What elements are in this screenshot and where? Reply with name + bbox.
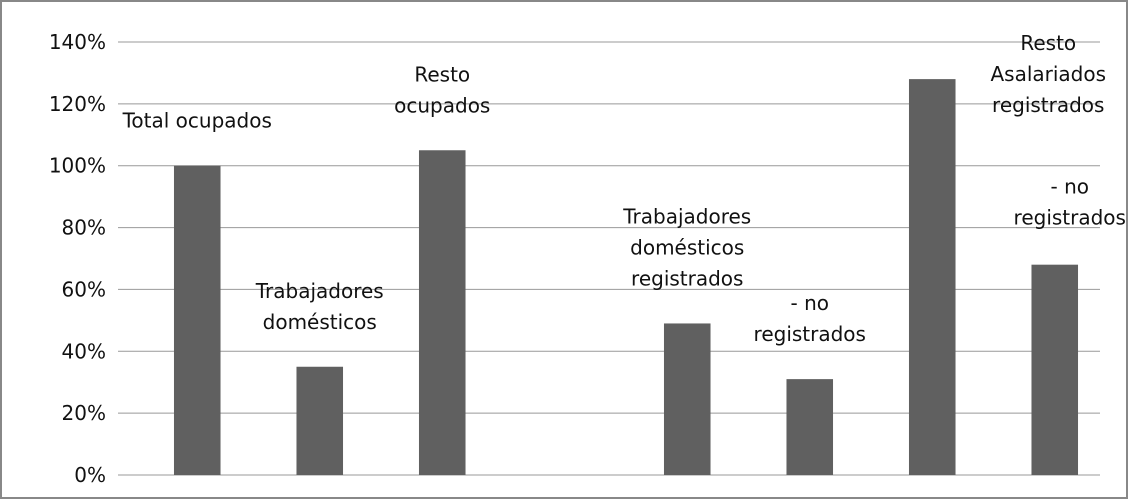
category-label-line: - no (791, 291, 830, 315)
bar (908, 79, 956, 475)
y-tick-label: 20% (62, 401, 106, 425)
category-label: - no registrados (754, 291, 866, 346)
category-label-line: Total ocupados (122, 109, 272, 133)
category-label: - no registrados (1014, 175, 1126, 230)
category-label: Resto Asalariados registrados (990, 31, 1106, 117)
y-tick-label: 120% (49, 92, 106, 116)
y-tick-label: 100% (49, 154, 106, 178)
category-label-line: Resto (1020, 31, 1076, 55)
category-label: Resto ocupados (394, 62, 490, 117)
category-label-line: - no (1051, 175, 1090, 199)
bar (418, 150, 466, 475)
category-label: Total ocupados (122, 109, 272, 133)
bar (663, 323, 711, 475)
category-label-line: ocupados (394, 93, 490, 117)
category-label-line: registrados (1014, 206, 1126, 230)
category-label-line: registrados (992, 93, 1104, 117)
category-label-line: Trabajadores (255, 279, 384, 303)
category-label-line: Trabajadores (622, 204, 751, 228)
category-label: Trabajadores domésticos (255, 279, 384, 334)
category-label: Trabajadores domésticos registrados (622, 204, 751, 290)
y-tick-label: 140% (49, 30, 106, 54)
category-label-line: domésticos (263, 310, 377, 334)
category-label-line: Resto (414, 62, 470, 86)
category-label-line: registrados (754, 322, 866, 346)
bar (173, 165, 221, 475)
category-label-line: domésticos (630, 235, 744, 259)
category-label-line: registrados (631, 266, 743, 290)
bar (786, 379, 834, 475)
y-tick-label: 60% (62, 277, 106, 301)
y-tick-label: 0% (74, 463, 106, 487)
y-tick-label: 40% (62, 339, 106, 363)
bar (296, 366, 344, 475)
y-tick-label: 80% (62, 216, 106, 240)
bar (1031, 264, 1079, 475)
category-label-line: Asalariados (990, 62, 1106, 86)
